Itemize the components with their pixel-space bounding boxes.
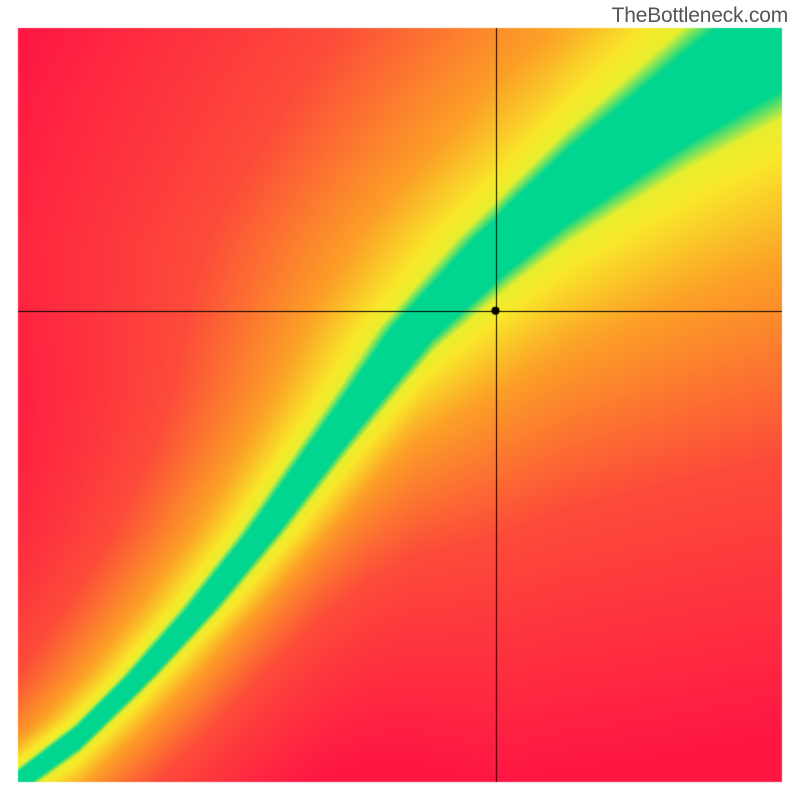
- bottleneck-heatmap: [0, 0, 800, 800]
- chart-container: TheBottleneck.com: [0, 0, 800, 800]
- watermark-text: TheBottleneck.com: [612, 4, 788, 28]
